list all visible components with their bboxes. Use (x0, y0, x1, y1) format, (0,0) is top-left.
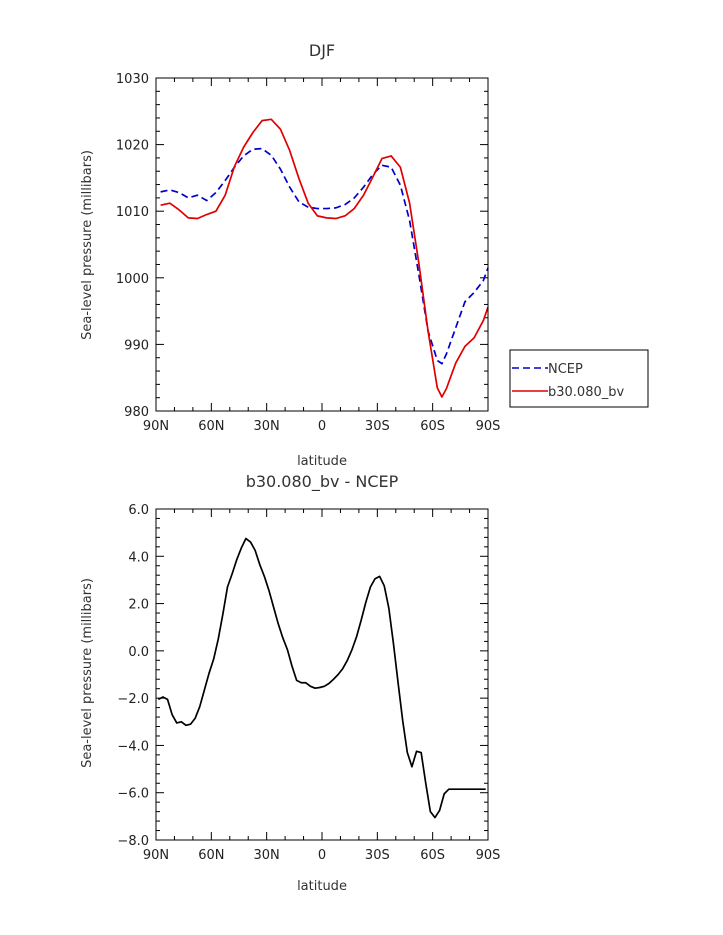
top-chart-title: DJF (309, 41, 335, 60)
bottom-xtick-label: 90S (476, 848, 501, 863)
bottom-ytick-label: 2.0 (128, 598, 149, 613)
top-ytick-label: 1010 (116, 205, 149, 220)
top-series-lines (160, 118, 489, 398)
top-ytick-label: 990 (124, 338, 149, 353)
legend-label-ncep: NCEP (548, 362, 583, 377)
bottom-ytick-label: −6.0 (117, 787, 149, 802)
bottom-xtick-label: 30N (254, 848, 280, 863)
bottom-xtick-label: 0 (318, 848, 326, 863)
top-xtick-label: 90S (476, 419, 501, 434)
bottom-ytick-label: 4.0 (128, 550, 149, 565)
bottom-ticks: 90N 60N 30N 0 30S 60S 90S −8.0 −6.0 −4.0 −2.0 0.0 2.… (117, 503, 500, 863)
top-xtick-label: 30S (365, 419, 390, 434)
bottom-y-axis-label: Sea-level pressure (millibars) (80, 578, 95, 768)
top-ticks: 90N 60N 30N 0 30S 60S 90S 980 990 1000 1010 1020 103… (116, 72, 500, 434)
top-xtick-label: 90N (143, 419, 169, 434)
bottom-xtick-label: 60N (198, 848, 224, 863)
top-ytick-label: 980 (124, 405, 149, 420)
bottom-ytick-label: −8.0 (117, 834, 149, 849)
bottom-ytick-label: −2.0 (117, 692, 149, 707)
legend-box (509, 349, 649, 408)
bottom-x-axis-label: latitude (297, 879, 347, 894)
bottom-ytick-label: 0.0 (128, 645, 149, 660)
top-xtick-label: 60N (198, 419, 224, 434)
bottom-series-lines (157, 537, 486, 819)
top-ytick-label: 1030 (116, 72, 149, 87)
legend: NCEP b30.080_bv (509, 349, 649, 408)
legend-label-b30: b30.080_bv (548, 385, 624, 400)
bottom-series-line-0 (157, 537, 486, 819)
top-xtick-label: 60S (420, 419, 445, 434)
bottom-chart-title: b30.080_bv - NCEP (246, 472, 399, 492)
top-ytick-label: 1000 (116, 272, 149, 287)
bottom-plot-frame (155, 508, 489, 841)
bottom-xtick-label: 30S (365, 848, 390, 863)
top-plot-frame (155, 77, 489, 412)
top-y-axis-label: Sea-level pressure (millibars) (80, 150, 95, 340)
bottom-ytick-label: 6.0 (128, 503, 149, 518)
top-series-line-1 (160, 118, 489, 398)
top-xtick-label: 30N (254, 419, 280, 434)
top-x-axis-label: latitude (297, 454, 347, 469)
top-xtick-label: 0 (318, 419, 326, 434)
bottom-panel: b30.080_bv - NCEP latitude Sea-level pre… (80, 472, 500, 894)
top-series-line-0 (160, 147, 489, 365)
bottom-xtick-label: 60S (420, 848, 445, 863)
bottom-xtick-label: 90N (143, 848, 169, 863)
top-panel: DJF latitude Sea-level pressure (milliba… (80, 41, 649, 469)
bottom-ytick-label: −4.0 (117, 739, 149, 754)
top-ytick-label: 1020 (116, 139, 149, 154)
